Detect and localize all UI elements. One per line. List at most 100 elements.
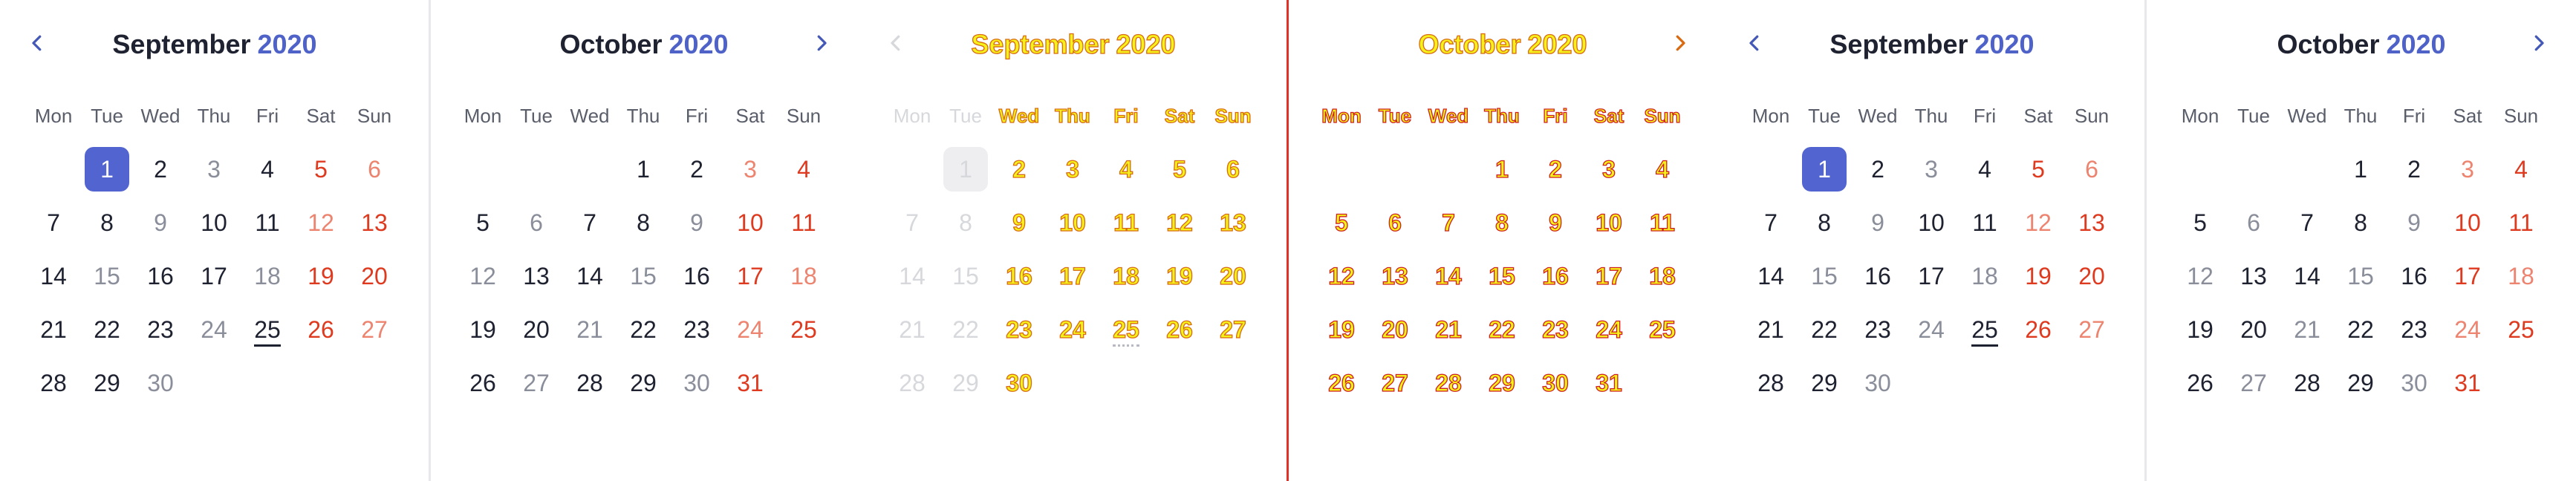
day-cell[interactable]: 4 (781, 147, 826, 192)
day-cell[interactable]: 30 (674, 361, 719, 405)
day-cell[interactable]: 23 (674, 307, 719, 352)
day-cell[interactable]: 10 (728, 200, 773, 245)
day-cell[interactable]: 11 (1640, 200, 1685, 245)
day-cell[interactable]: 27 (514, 361, 559, 405)
day-cell[interactable]: 14 (1749, 254, 1793, 298)
day-cell[interactable]: 2 (674, 147, 719, 192)
day-cell[interactable]: 16 (674, 254, 719, 298)
day-cell[interactable]: 23 (1855, 307, 1900, 352)
day-cell[interactable]: 4 (2499, 147, 2543, 192)
day-cell[interactable]: 18 (2499, 254, 2543, 298)
day-cell[interactable]: 24 (728, 307, 773, 352)
month-year-title[interactable]: September 2020 (0, 25, 429, 64)
day-cell[interactable]: 30 (1855, 361, 1900, 405)
day-cell[interactable]: 17 (192, 254, 236, 298)
day-cell[interactable]: 1 (2338, 147, 2383, 192)
day-cell[interactable]: 9 (1855, 200, 1900, 245)
day-cell[interactable]: 23 (1533, 307, 1578, 352)
day-cell[interactable]: 27 (352, 307, 397, 352)
day-cell[interactable]: 13 (514, 254, 559, 298)
day-cell[interactable]: 20 (352, 254, 397, 298)
day-cell[interactable]: 21 (1426, 307, 1471, 352)
day-cell[interactable]: 22 (621, 307, 666, 352)
day-cell[interactable]: 8 (1802, 200, 1847, 245)
day-cell[interactable]: 21 (2285, 307, 2329, 352)
day-cell[interactable]: 30 (1533, 361, 1578, 405)
month-year-title[interactable]: October 2020 (1288, 25, 1717, 64)
day-cell[interactable]: 1 (943, 147, 988, 192)
day-cell[interactable]: 30 (138, 361, 183, 405)
day-cell[interactable]: 9 (1533, 200, 1578, 245)
day-cell[interactable]: 28 (890, 361, 934, 405)
day-cell[interactable]: 17 (1587, 254, 1631, 298)
day-cell[interactable]: 11 (781, 200, 826, 245)
day-cell[interactable]: 23 (2392, 307, 2436, 352)
day-cell[interactable]: 21 (890, 307, 934, 352)
day-cell[interactable]: 23 (138, 307, 183, 352)
day-cell[interactable]: 26 (2016, 307, 2061, 352)
day-cell[interactable]: 21 (31, 307, 76, 352)
day-cell[interactable]: 11 (1962, 200, 2007, 245)
day-cell[interactable]: 15 (1802, 254, 1847, 298)
day-cell[interactable]: 2 (1533, 147, 1578, 192)
day-cell[interactable]: 26 (461, 361, 505, 405)
day-cell[interactable]: 1 (1802, 147, 1847, 192)
day-cell[interactable]: 16 (997, 254, 1041, 298)
day-cell[interactable]: 22 (943, 307, 988, 352)
day-cell[interactable]: 5 (1157, 147, 1202, 192)
day-cell[interactable]: 17 (1909, 254, 1954, 298)
day-cell[interactable]: 13 (1373, 254, 1417, 298)
day-cell[interactable]: 9 (674, 200, 719, 245)
day-cell[interactable]: 28 (1749, 361, 1793, 405)
day-cell[interactable]: 31 (2445, 361, 2490, 405)
month-year-title[interactable]: October 2020 (429, 25, 859, 64)
day-cell[interactable]: 13 (1211, 200, 1255, 245)
day-cell[interactable]: 2 (1855, 147, 1900, 192)
day-cell[interactable]: 9 (997, 200, 1041, 245)
prev-month-button[interactable] (1740, 25, 1769, 64)
day-cell[interactable]: 10 (192, 200, 236, 245)
day-cell[interactable]: 13 (2231, 254, 2276, 298)
day-cell[interactable]: 26 (299, 307, 343, 352)
day-cell[interactable]: 24 (1909, 307, 1954, 352)
day-cell[interactable]: 12 (299, 200, 343, 245)
day-cell[interactable]: 16 (1533, 254, 1578, 298)
day-cell[interactable]: 3 (1050, 147, 1095, 192)
day-cell[interactable]: 27 (1211, 307, 1255, 352)
day-cell[interactable]: 11 (245, 200, 290, 245)
day-cell[interactable]: 6 (2231, 200, 2276, 245)
day-cell[interactable]: 24 (192, 307, 236, 352)
day-cell[interactable]: 24 (2445, 307, 2490, 352)
day-cell[interactable]: 7 (890, 200, 934, 245)
day-cell[interactable]: 29 (2338, 361, 2383, 405)
next-month-button[interactable] (807, 25, 836, 64)
day-cell[interactable]: 17 (1050, 254, 1095, 298)
day-cell[interactable]: 12 (461, 254, 505, 298)
day-cell[interactable]: 27 (2069, 307, 2114, 352)
day-cell[interactable]: 3 (1909, 147, 1954, 192)
day-cell[interactable]: 15 (943, 254, 988, 298)
day-cell[interactable]: 15 (621, 254, 666, 298)
day-cell[interactable]: 8 (621, 200, 666, 245)
day-cell[interactable]: 19 (461, 307, 505, 352)
day-cell[interactable]: 6 (1211, 147, 1255, 192)
day-cell[interactable]: 3 (2445, 147, 2490, 192)
day-cell[interactable]: 22 (2338, 307, 2383, 352)
day-cell[interactable]: 1 (85, 147, 129, 192)
day-cell[interactable]: 12 (2178, 254, 2222, 298)
day-cell[interactable]: 14 (890, 254, 934, 298)
day-cell[interactable]: 10 (1909, 200, 1954, 245)
day-cell[interactable]: 11 (2499, 200, 2543, 245)
day-cell[interactable]: 5 (2016, 147, 2061, 192)
day-cell[interactable]: 21 (1749, 307, 1793, 352)
prev-month-button[interactable] (22, 25, 52, 64)
day-cell[interactable]: 27 (2231, 361, 2276, 405)
day-cell[interactable]: 23 (997, 307, 1041, 352)
day-cell[interactable]: 22 (1802, 307, 1847, 352)
day-cell[interactable]: 18 (1962, 254, 2007, 298)
day-cell[interactable]: 4 (1640, 147, 1685, 192)
day-cell[interactable]: 25 (245, 307, 290, 352)
day-cell[interactable]: 2 (997, 147, 1041, 192)
day-cell[interactable]: 8 (1480, 200, 1524, 245)
day-cell[interactable]: 7 (567, 200, 612, 245)
